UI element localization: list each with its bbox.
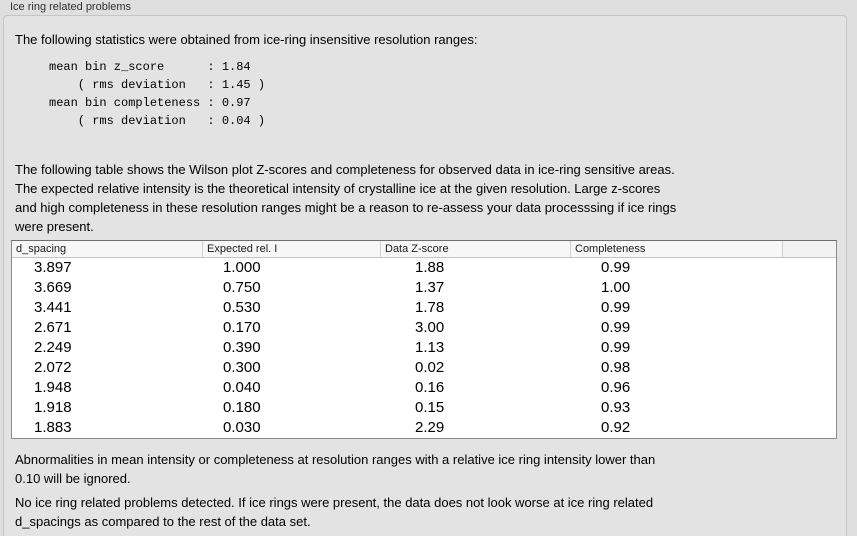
table-cell: 2.671 <box>34 319 72 336</box>
stats-block: mean bin z_score : 1.84 ( rms deviation … <box>49 60 266 128</box>
column-header-data-z-score[interactable]: Data Z-score <box>380 241 570 257</box>
table-cell: 0.170 <box>223 319 261 336</box>
table-cell: 0.02 <box>415 359 445 376</box>
table-cell: 0.530 <box>223 299 261 316</box>
table-cell: 1.00 <box>601 279 631 296</box>
table-body: 3.897 1.000 1.88 0.99 3.669 0.750 1.37 1.00 3.44… <box>12 258 836 438</box>
table-cell: 0.180 <box>223 399 261 416</box>
table-cell: 1.948 <box>34 379 72 396</box>
table-cell: 0.16 <box>415 379 445 396</box>
column-header-filler <box>782 241 836 257</box>
table-cell: 0.92 <box>601 419 631 436</box>
table-row[interactable]: 1.918 0.180 0.15 0.93 <box>12 398 836 418</box>
table-cell: 3.669 <box>34 279 72 296</box>
table-cell: 0.750 <box>223 279 261 296</box>
table-description: The following table shows the Wilson plo… <box>15 162 677 234</box>
table-header: d_spacing Expected rel. I Data Z-score C… <box>12 241 836 258</box>
table-cell: 1.88 <box>415 259 445 276</box>
table-cell: 0.98 <box>601 359 631 376</box>
table-cell: 2.249 <box>34 339 72 356</box>
column-header-expected-rel-i[interactable]: Expected rel. I <box>202 241 380 257</box>
table-cell: 0.99 <box>601 319 631 336</box>
table-cell: 1.78 <box>415 299 445 316</box>
table-cell: 3.441 <box>34 299 72 316</box>
table-cell: 1.883 <box>34 419 72 436</box>
table-row[interactable]: 3.669 0.750 1.37 1.00 <box>12 278 836 298</box>
table-cell: 1.13 <box>415 339 445 356</box>
table-cell: 1.000 <box>223 259 261 276</box>
column-header-d-spacing[interactable]: d_spacing <box>16 243 67 255</box>
table-row[interactable]: 2.671 0.170 3.00 0.99 <box>12 318 836 338</box>
table-cell: 0.040 <box>223 379 261 396</box>
table-cell: 0.93 <box>601 399 631 416</box>
table-cell: 0.030 <box>223 419 261 436</box>
table-row[interactable]: 3.897 1.000 1.88 0.99 <box>12 258 836 278</box>
table-cell: 2.29 <box>415 419 445 436</box>
table-cell: 2.072 <box>34 359 72 376</box>
table-row[interactable]: 1.948 0.040 0.16 0.96 <box>12 378 836 398</box>
table-cell: 0.99 <box>601 259 631 276</box>
table-row[interactable]: 2.249 0.390 1.13 0.99 <box>12 338 836 358</box>
conclusion-text: No ice ring related problems detected. I… <box>15 495 654 529</box>
table-cell: 0.96 <box>601 379 631 396</box>
table-cell: 0.15 <box>415 399 445 416</box>
table-cell: 0.99 <box>601 339 631 356</box>
ice-ring-groupbox: The following statistics were obtained f… <box>3 15 847 536</box>
table-cell: 0.390 <box>223 339 261 356</box>
groupbox-title: Ice ring related problems <box>10 1 132 13</box>
column-header-completeness[interactable]: Completeness <box>570 241 782 257</box>
table-cell: 1.918 <box>34 399 72 416</box>
table-cell: 1.37 <box>415 279 445 296</box>
table-row[interactable]: 2.072 0.300 0.02 0.98 <box>12 358 836 378</box>
table-row[interactable]: 3.441 0.530 1.78 0.99 <box>12 298 836 318</box>
ignore-note: Abnormalities in mean intensity or compl… <box>15 452 656 486</box>
table-cell: 0.99 <box>601 299 631 316</box>
table-cell: 3.897 <box>34 259 72 276</box>
ice-ring-table: d_spacing Expected rel. I Data Z-score C… <box>11 240 837 439</box>
table-cell: 3.00 <box>415 319 445 336</box>
table-cell: 0.300 <box>223 359 261 376</box>
table-row[interactable]: 1.883 0.030 2.29 0.92 <box>12 418 836 438</box>
intro-text: The following statistics were obtained f… <box>15 32 478 47</box>
